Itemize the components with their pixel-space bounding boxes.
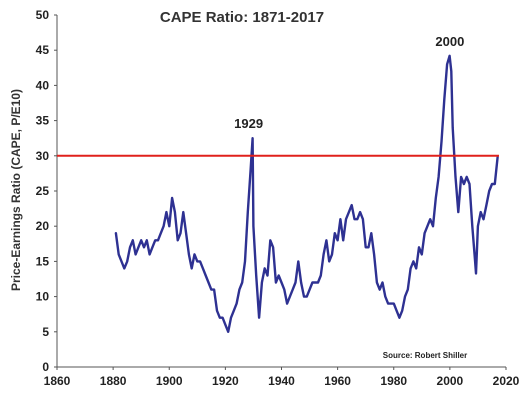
y-tick-label: 35 bbox=[36, 114, 50, 128]
x-tick-label: 1860 bbox=[44, 374, 71, 388]
x-tick-label: 1960 bbox=[324, 374, 351, 388]
y-tick-label: 10 bbox=[36, 290, 50, 304]
x-tick-label: 1980 bbox=[380, 374, 407, 388]
y-tick-label: 25 bbox=[36, 184, 50, 198]
x-tick-label: 1940 bbox=[268, 374, 295, 388]
source-note: Source: Robert Shiller bbox=[383, 351, 467, 360]
y-tick-label: 0 bbox=[42, 360, 49, 374]
y-tick-label: 15 bbox=[36, 254, 50, 268]
y-tick-label: 50 bbox=[36, 8, 50, 22]
x-tick-label: 1880 bbox=[100, 374, 127, 388]
y-tick-label: 40 bbox=[36, 78, 50, 92]
x-axis: 1860 1880 1900 1920 1940 1960 1980 2000 2020 bbox=[44, 367, 520, 388]
y-axis-label: Price-Earnings Ratio (CAPE, P/E10) bbox=[9, 89, 23, 291]
x-tick-label: 1920 bbox=[212, 374, 239, 388]
x-tick-label: 2000 bbox=[437, 374, 464, 388]
annotation-2000: 2000 bbox=[435, 34, 464, 49]
x-tick-label: 1900 bbox=[156, 374, 183, 388]
cape-series-line bbox=[114, 54, 499, 333]
x-tick-label: 2020 bbox=[493, 374, 520, 388]
y-tick-label: 5 bbox=[42, 325, 49, 339]
y-tick-label: 30 bbox=[36, 149, 50, 163]
annotation-1929: 1929 bbox=[234, 116, 263, 131]
y-tick-label: 20 bbox=[36, 219, 50, 233]
y-tick-label: 45 bbox=[36, 43, 50, 57]
y-axis: 0 5 10 15 20 25 30 35 40 45 50 bbox=[36, 8, 57, 374]
chart-title: CAPE Ratio: 1871-2017 bbox=[160, 9, 324, 26]
series-layer bbox=[114, 54, 499, 333]
